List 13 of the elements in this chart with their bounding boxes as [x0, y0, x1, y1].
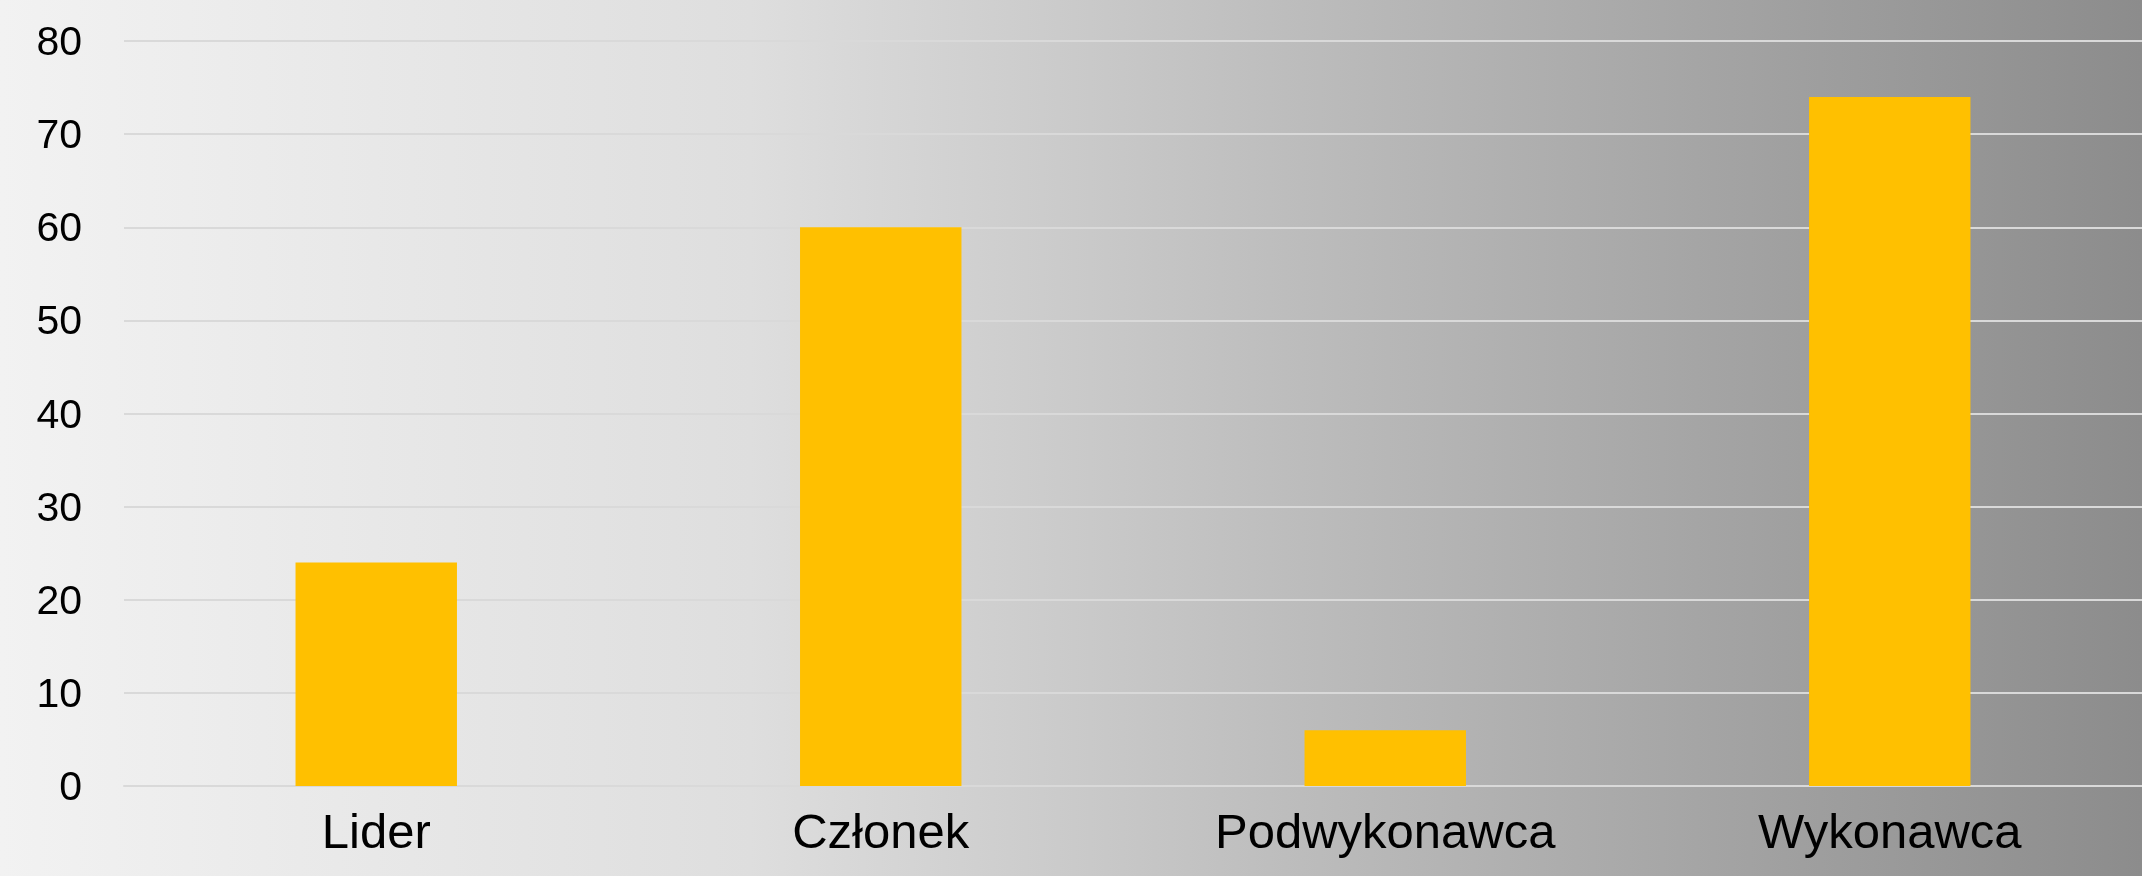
y-tick-label: 80 [36, 18, 82, 64]
y-tick-label: 40 [36, 390, 82, 437]
y-tick-label: 20 [36, 576, 82, 623]
y-tick-label: 10 [36, 669, 82, 716]
y-tick-label: 30 [36, 483, 82, 530]
x-tick-label: Podwykonawca [1215, 803, 1557, 858]
x-tick-label: Wykonawca [1757, 803, 2023, 858]
x-tick-label: Lider [321, 803, 431, 858]
y-tick-label: 70 [36, 111, 82, 158]
x-tick-label: Członek [792, 803, 970, 858]
y-tick-label: 50 [36, 297, 82, 344]
y-tick-label: 60 [36, 204, 82, 251]
y-tick-label: 0 [59, 763, 82, 809]
